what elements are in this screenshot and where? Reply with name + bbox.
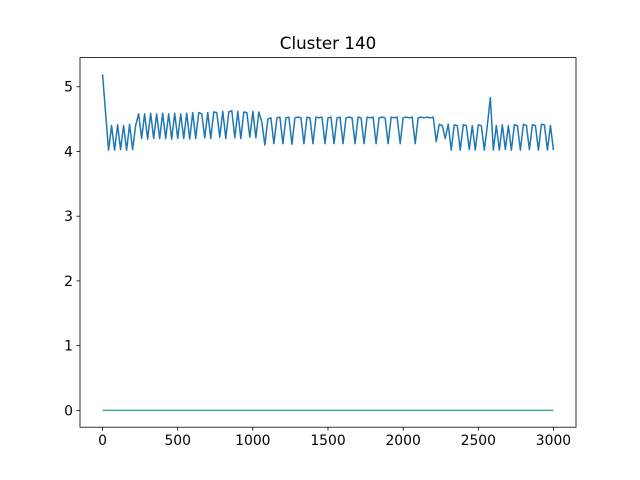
x-tick-label: 2500 bbox=[461, 433, 496, 449]
y-tick-label: 5 bbox=[64, 80, 73, 96]
plot-frame bbox=[79, 57, 577, 428]
y-tick-label: 2 bbox=[64, 274, 73, 290]
x-tick-label: 1000 bbox=[235, 433, 270, 449]
x-tick-label: 3000 bbox=[536, 433, 571, 449]
x-tick-label: 1500 bbox=[310, 433, 345, 449]
data-line bbox=[101, 74, 555, 151]
y-tick-label: 1 bbox=[64, 339, 73, 355]
x-tick-label: 500 bbox=[164, 433, 191, 449]
x-tick-label: 0 bbox=[98, 433, 107, 449]
y-tick-label: 4 bbox=[64, 144, 73, 160]
y-tick-label: 3 bbox=[64, 209, 73, 225]
y-tick-label: 0 bbox=[64, 403, 73, 419]
chart-title: Cluster 140 bbox=[280, 33, 376, 53]
x-tick-label: 2000 bbox=[385, 433, 420, 449]
